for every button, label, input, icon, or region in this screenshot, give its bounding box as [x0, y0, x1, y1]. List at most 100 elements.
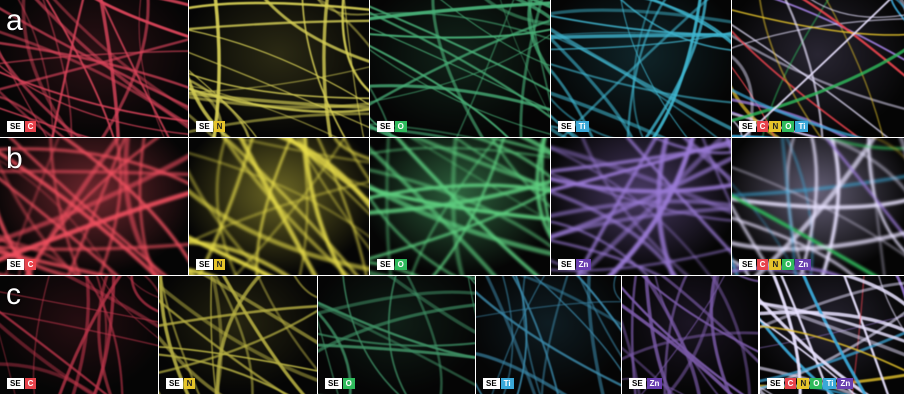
- fiber-strand: [620, 0, 688, 137]
- fiber-strand: [760, 315, 904, 349]
- fiber-strand: [456, 0, 515, 137]
- fiber-strand: [732, 256, 739, 275]
- fiber-strand: [0, 311, 158, 347]
- fiber-strand: [0, 52, 82, 137]
- fiber-strand: [302, 138, 347, 275]
- fiber-strand: [189, 170, 267, 275]
- row-b: b SE C SE N SE O SE Zn SE C N O Zn: [0, 138, 904, 275]
- fiber-strand: [0, 50, 48, 137]
- legend-chip-se: SE: [739, 121, 756, 132]
- fiber-strand: [189, 29, 369, 106]
- channel-legend: SE C: [7, 259, 37, 270]
- fiber-strand: [210, 276, 217, 394]
- fiber-map-image: [551, 138, 731, 275]
- fiber-strand: [741, 0, 891, 137]
- fiber-strand: [0, 234, 22, 275]
- channel-legend: SE O: [325, 378, 355, 389]
- legend-chip-zn: Zn: [575, 259, 592, 270]
- fiber-map-image: [189, 138, 369, 275]
- fiber-strand: [370, 123, 474, 137]
- fiber-strand: [0, 153, 188, 243]
- fiber-strand: [484, 0, 550, 26]
- fiber-map-image: [159, 276, 317, 394]
- legend-chip-zn: Zn: [837, 378, 854, 389]
- fiber-strand: [551, 97, 613, 137]
- legend-chip-ti: Ti: [500, 378, 514, 389]
- map-panel-a-n: SE N: [189, 0, 369, 137]
- legend-chip-se: SE: [483, 378, 500, 389]
- fiber-strand: [189, 51, 369, 129]
- fiber-strand: [318, 310, 352, 394]
- legend-chip-se: SE: [377, 259, 394, 270]
- fiber-strand: [0, 50, 188, 65]
- fiber-strand: [877, 276, 904, 332]
- legend-chip-c: C: [24, 378, 37, 389]
- fiber-strand: [395, 138, 539, 275]
- fiber-strand: [486, 138, 550, 156]
- fiber-strand: [100, 0, 170, 137]
- channel-legend: SE C: [7, 378, 37, 389]
- fiber-strand: [160, 0, 188, 7]
- fiber-strand: [215, 138, 238, 275]
- fiber-strand: [551, 143, 731, 174]
- fiber-strand: [299, 138, 308, 275]
- fiber-strand: [159, 283, 317, 382]
- legend-chip-se: SE: [166, 378, 183, 389]
- fiber-strand: [0, 236, 63, 275]
- channel-legend: SE Ti: [558, 121, 589, 132]
- fiber-strand: [810, 0, 904, 18]
- channel-legend: SE Zn: [629, 378, 663, 389]
- fiber-strand: [732, 98, 848, 137]
- fiber-strand: [189, 180, 369, 244]
- map-panel-c-n: SE N: [159, 276, 317, 394]
- fiber-strand: [256, 276, 317, 372]
- fiber-map-image: [0, 138, 188, 275]
- fiber-strand: [476, 301, 621, 318]
- fiber-strand: [784, 0, 824, 137]
- map-panel-b-composite: SE C N O Zn: [732, 138, 904, 275]
- fiber-strand: [0, 169, 188, 176]
- legend-chip-n: N: [769, 121, 782, 132]
- legend-chip-c: C: [784, 378, 797, 389]
- fiber-strand: [370, 28, 550, 39]
- fiber-strand: [370, 45, 509, 137]
- fiber-map-image: [189, 0, 369, 137]
- fiber-strand: [189, 95, 369, 109]
- fiber-strand: [0, 322, 95, 394]
- fiber-strand: [710, 276, 752, 394]
- fiber-strand: [515, 0, 550, 21]
- fiber-strand: [454, 138, 550, 192]
- fiber-strand: [472, 138, 550, 179]
- fiber-strand: [821, 138, 841, 275]
- fiber-strand: [0, 7, 188, 109]
- fiber-strand: [410, 138, 550, 222]
- channel-legend: SE O: [377, 121, 407, 132]
- fiber-strand: [890, 0, 904, 21]
- fiber-map-image: [0, 276, 158, 394]
- fiber-strand: [462, 276, 475, 281]
- fiber-strand: [551, 199, 731, 218]
- channel-legend: SE O: [377, 259, 407, 270]
- fiber-strand: [576, 276, 621, 332]
- channel-legend: SE C N O Ti Zn: [767, 378, 854, 389]
- fiber-strand: [370, 49, 550, 135]
- fiber-strand: [535, 138, 550, 239]
- fiber-strand: [66, 138, 127, 275]
- fiber-map-image: [370, 0, 550, 137]
- fiber-strand: [189, 87, 225, 137]
- fiber-strand: [370, 147, 550, 159]
- fiber-strand: [760, 300, 904, 357]
- fiber-strand: [780, 138, 798, 275]
- row-label: c: [6, 278, 21, 311]
- fiber-strand: [577, 138, 725, 275]
- legend-chip-o: O: [810, 378, 823, 389]
- fiber-strand: [660, 276, 758, 364]
- fiber-strand: [189, 1, 369, 11]
- fiber-strand: [682, 138, 731, 182]
- fiber-strand: [476, 290, 621, 387]
- fiber-strand: [101, 0, 150, 137]
- legend-chip-se: SE: [196, 259, 213, 270]
- legend-chip-n: N: [183, 378, 196, 389]
- fiber-strand: [0, 163, 79, 275]
- fiber-strand: [370, 168, 550, 248]
